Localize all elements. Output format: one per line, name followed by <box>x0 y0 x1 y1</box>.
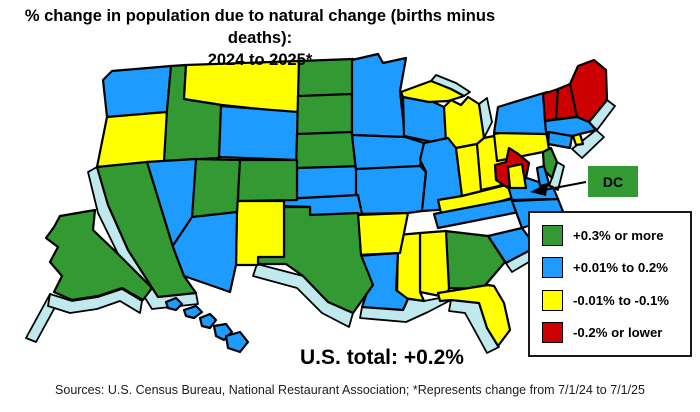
state-md <box>506 162 528 190</box>
state-ak <box>44 208 154 302</box>
state-de <box>535 164 551 188</box>
dc-label: DC <box>603 174 623 190</box>
chart-title-line1: % change in population due to natural ch… <box>24 7 496 47</box>
state-al <box>418 229 451 299</box>
legend-item-neg-low: -0.01% to -0.1% <box>542 289 684 311</box>
state-ar <box>354 211 410 257</box>
state-hi-island-5 <box>224 330 250 354</box>
state-co <box>236 158 299 203</box>
state-ia <box>350 133 426 172</box>
legend-swatch-blue <box>542 257 563 279</box>
state-fl <box>436 283 512 348</box>
state-wi <box>401 94 450 144</box>
legend-item-neg-high: -0.2% or lower <box>542 321 684 343</box>
legend-swatch-red <box>542 321 563 343</box>
state-ut <box>189 157 242 220</box>
legend-label-pos-high: +0.3% or more <box>573 228 664 243</box>
state-hi-island-2 <box>182 304 204 320</box>
legend-label-neg-high: -0.2% or lower <box>573 324 663 340</box>
legend-swatch-yellow <box>542 289 563 311</box>
state-ca <box>95 160 198 299</box>
legend: +0.3% or more +0.01% to 0.2% -0.01% to -… <box>528 211 692 357</box>
state-mo <box>354 164 428 216</box>
state-ct <box>546 130 574 150</box>
state-hi-island-1 <box>164 296 184 312</box>
legend-item-pos-low: +0.01% to 0.2% <box>542 257 684 279</box>
legend-label-pos-low: +0.01% to 0.2% <box>573 260 668 276</box>
legend-swatch-green <box>542 225 563 246</box>
state-wy <box>217 104 300 162</box>
state-mi-upper <box>399 79 466 104</box>
state-ri <box>571 132 585 147</box>
state-nm <box>234 199 286 267</box>
legend-item-pos-high: +0.3% or more <box>542 225 684 246</box>
dc-arrow-line <box>543 181 587 191</box>
dc-callout: DC <box>530 166 638 197</box>
state-hi-island-3 <box>198 312 218 330</box>
chart-title-line2: 2024 to 2025* <box>207 50 313 69</box>
us-total-label: U.S. total: +0.2% <box>300 346 464 369</box>
states <box>44 52 609 354</box>
dc-box <box>588 166 638 197</box>
chart-title: % change in population due to natural ch… <box>0 6 520 71</box>
dc-arrowhead <box>530 183 548 196</box>
sources-note: Sources: U.S. Census Bureau, National Re… <box>55 383 645 397</box>
state-or <box>95 110 169 169</box>
state-wa <box>101 64 173 119</box>
state-ma <box>543 115 598 138</box>
state-sd <box>295 92 354 138</box>
legend-label-neg-low: -0.01% to -0.1% <box>573 292 670 308</box>
